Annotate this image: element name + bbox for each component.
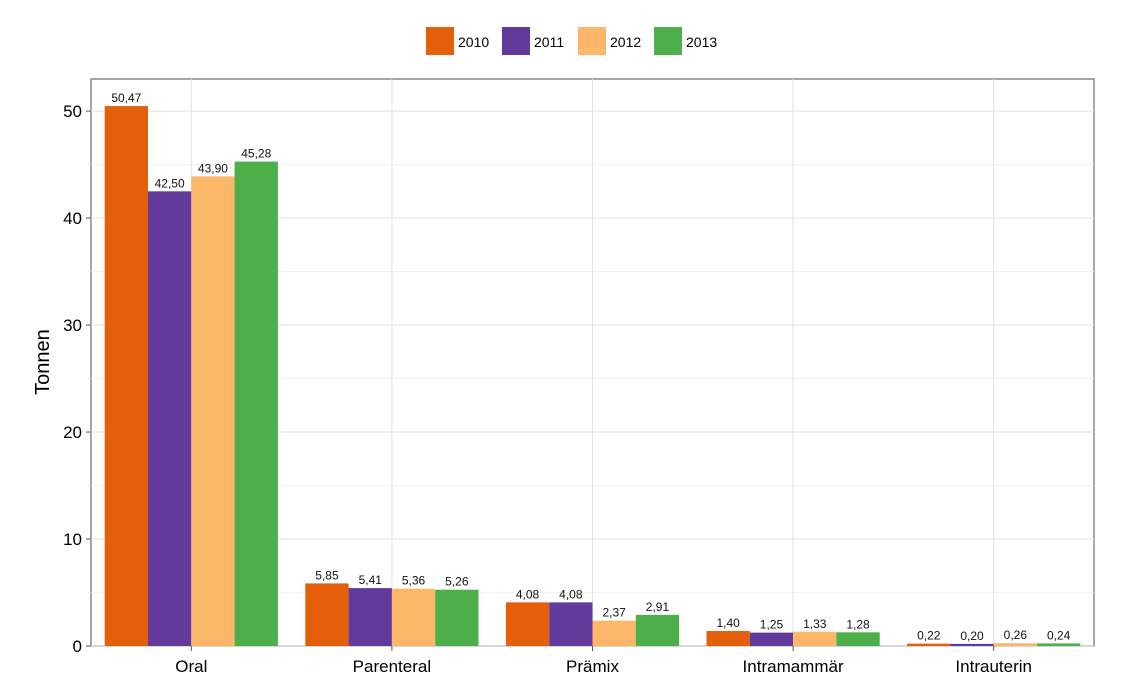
bar xyxy=(749,632,794,646)
legend-key xyxy=(426,27,454,55)
bar xyxy=(793,631,837,646)
bar xyxy=(148,191,192,646)
data-label: 0,24 xyxy=(1047,628,1071,642)
x-tick-label: Intramammär xyxy=(743,657,844,676)
bar xyxy=(836,632,880,646)
bar-labels: 50,47 42,50 43,90 45,28 5,85 5,41 5,36 5,26 4,08… xyxy=(111,91,1070,643)
bars xyxy=(104,106,1081,647)
bar xyxy=(391,588,436,646)
x-tick-label: Parenteral xyxy=(353,657,431,676)
bar xyxy=(950,643,994,646)
legend-key xyxy=(578,27,606,55)
bar xyxy=(549,602,593,646)
data-label: 1,40 xyxy=(716,616,740,630)
y-tick-label: 20 xyxy=(63,423,82,442)
data-label: 5,85 xyxy=(315,568,339,582)
data-label: 5,36 xyxy=(402,574,426,588)
data-label: 4,08 xyxy=(516,587,540,601)
data-label: 2,37 xyxy=(602,606,626,620)
y-tick-label: 10 xyxy=(63,530,82,549)
legend-key xyxy=(502,27,530,55)
data-label: 2,91 xyxy=(646,600,670,614)
x-axis: Oral Parenteral Prämix Intramammär Intrauter… xyxy=(175,646,1032,676)
bar xyxy=(104,106,148,646)
legend: 2010 2011 2012 2013 xyxy=(426,27,717,55)
y-tick-label: 50 xyxy=(63,102,82,121)
data-label: 5,26 xyxy=(445,575,469,589)
data-label: 42,50 xyxy=(155,176,185,190)
y-tick-label: 40 xyxy=(63,209,82,228)
legend-label: 2010 xyxy=(458,34,489,50)
bar xyxy=(1037,643,1081,646)
data-label: 45,28 xyxy=(241,147,271,161)
data-label: 1,25 xyxy=(760,618,784,632)
bar xyxy=(907,643,951,646)
bar xyxy=(706,631,750,646)
data-label: 50,47 xyxy=(111,91,141,105)
data-label: 0,26 xyxy=(1004,628,1028,642)
bar xyxy=(505,602,550,646)
data-label: 4,08 xyxy=(559,587,583,601)
bar xyxy=(635,614,680,646)
legend-label: 2013 xyxy=(686,34,717,50)
bar xyxy=(305,583,349,646)
data-label: 5,41 xyxy=(359,573,383,587)
legend-label: 2011 xyxy=(534,34,564,50)
data-label: 1,28 xyxy=(846,617,870,631)
data-label: 1,33 xyxy=(803,617,827,631)
y-axis: 0 10 20 30 40 50 xyxy=(63,102,91,656)
data-label: 43,90 xyxy=(198,161,228,175)
x-tick-label: Prämix xyxy=(566,657,619,676)
data-label: 0,20 xyxy=(960,629,984,643)
x-tick-label: Oral xyxy=(175,657,207,676)
x-tick-label: Intrauterin xyxy=(955,657,1032,676)
bar xyxy=(435,589,479,646)
legend-key xyxy=(654,27,682,55)
bar xyxy=(592,620,636,646)
y-axis-title: Tonnen xyxy=(32,329,54,395)
y-tick-label: 0 xyxy=(73,637,82,656)
data-label: 0,22 xyxy=(917,629,941,643)
bar xyxy=(191,176,235,646)
bar xyxy=(348,588,392,646)
legend-label: 2012 xyxy=(610,34,641,50)
bar xyxy=(234,161,278,647)
bar xyxy=(993,643,1037,646)
y-tick-label: 30 xyxy=(63,316,82,335)
